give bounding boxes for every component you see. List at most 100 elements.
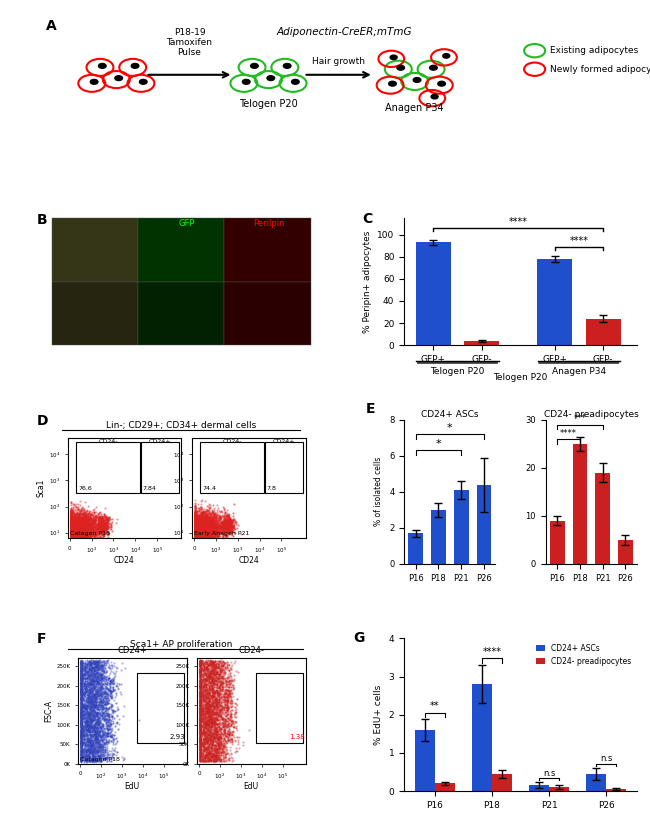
Point: [84, 689, 95, 702]
Point: [95, 738, 105, 751]
Point: [83, 513, 94, 526]
Point: [196, 522, 206, 536]
Point: [82, 723, 92, 737]
Point: [214, 510, 225, 523]
Point: [101, 670, 112, 683]
Point: [192, 527, 202, 541]
Point: [194, 734, 205, 747]
Point: [218, 515, 228, 528]
Point: [73, 513, 83, 527]
Point: [201, 667, 211, 681]
Point: [76, 519, 86, 532]
Point: [84, 523, 94, 536]
Point: [224, 526, 234, 539]
Point: [202, 667, 213, 681]
Point: [70, 511, 81, 524]
Point: [68, 526, 78, 539]
Point: [218, 719, 228, 733]
Point: [204, 510, 214, 523]
Point: [222, 703, 232, 716]
Point: [66, 536, 76, 550]
Point: [92, 521, 102, 534]
Point: [107, 681, 118, 694]
Point: [209, 732, 219, 745]
Point: [85, 714, 96, 727]
Point: [92, 698, 103, 711]
Point: [93, 722, 103, 735]
Point: [84, 521, 94, 534]
Point: [66, 527, 76, 541]
Point: [215, 510, 226, 523]
Point: [96, 683, 107, 696]
Point: [195, 657, 205, 670]
Point: [75, 703, 86, 716]
Point: [96, 686, 106, 699]
Point: [77, 697, 87, 710]
Point: [95, 517, 105, 531]
Point: [108, 743, 118, 756]
Point: [212, 687, 222, 700]
Point: [68, 515, 78, 528]
Point: [79, 663, 90, 677]
Point: [215, 698, 226, 711]
Point: [81, 743, 91, 756]
Point: [99, 685, 110, 698]
Point: [76, 522, 86, 535]
Point: [207, 526, 217, 539]
Point: [74, 527, 85, 540]
Point: [216, 508, 227, 522]
Point: [98, 729, 109, 742]
Point: [194, 677, 205, 690]
Point: [200, 748, 210, 761]
Point: [84, 662, 94, 676]
Point: [88, 749, 98, 762]
Point: [69, 517, 79, 530]
Point: [207, 527, 218, 540]
Point: [195, 533, 205, 546]
Point: [190, 533, 200, 546]
Point: [195, 516, 205, 529]
Point: [213, 746, 223, 759]
Point: [83, 718, 94, 731]
Point: [75, 516, 85, 529]
Point: [77, 521, 88, 534]
Point: [207, 509, 217, 522]
Bar: [138, 282, 224, 345]
Point: [204, 536, 214, 550]
Point: [79, 733, 90, 746]
Point: [216, 712, 227, 725]
Point: [209, 518, 219, 531]
Point: [68, 520, 79, 533]
Point: [198, 679, 209, 692]
Point: [203, 695, 214, 708]
Point: [72, 516, 82, 529]
Point: [205, 664, 216, 677]
Point: [92, 527, 102, 540]
Point: [66, 511, 76, 524]
Point: [66, 531, 76, 545]
Point: [224, 518, 235, 531]
Point: [194, 747, 205, 760]
Point: [71, 520, 81, 533]
Point: [66, 518, 76, 531]
Point: [81, 744, 91, 757]
Point: [82, 513, 92, 527]
Point: [74, 519, 85, 532]
Point: [195, 671, 205, 684]
Point: [202, 527, 212, 540]
Point: [75, 727, 86, 740]
Point: [82, 711, 92, 724]
Point: [79, 709, 89, 723]
Point: [204, 522, 214, 536]
Point: [198, 519, 209, 532]
Point: [86, 541, 96, 554]
Point: [77, 507, 88, 520]
Point: [79, 516, 89, 529]
Point: [194, 703, 205, 716]
Point: [213, 751, 224, 764]
Point: [202, 517, 213, 531]
Point: [84, 696, 94, 709]
Point: [191, 510, 202, 523]
Point: [231, 719, 241, 733]
Point: [78, 704, 88, 717]
